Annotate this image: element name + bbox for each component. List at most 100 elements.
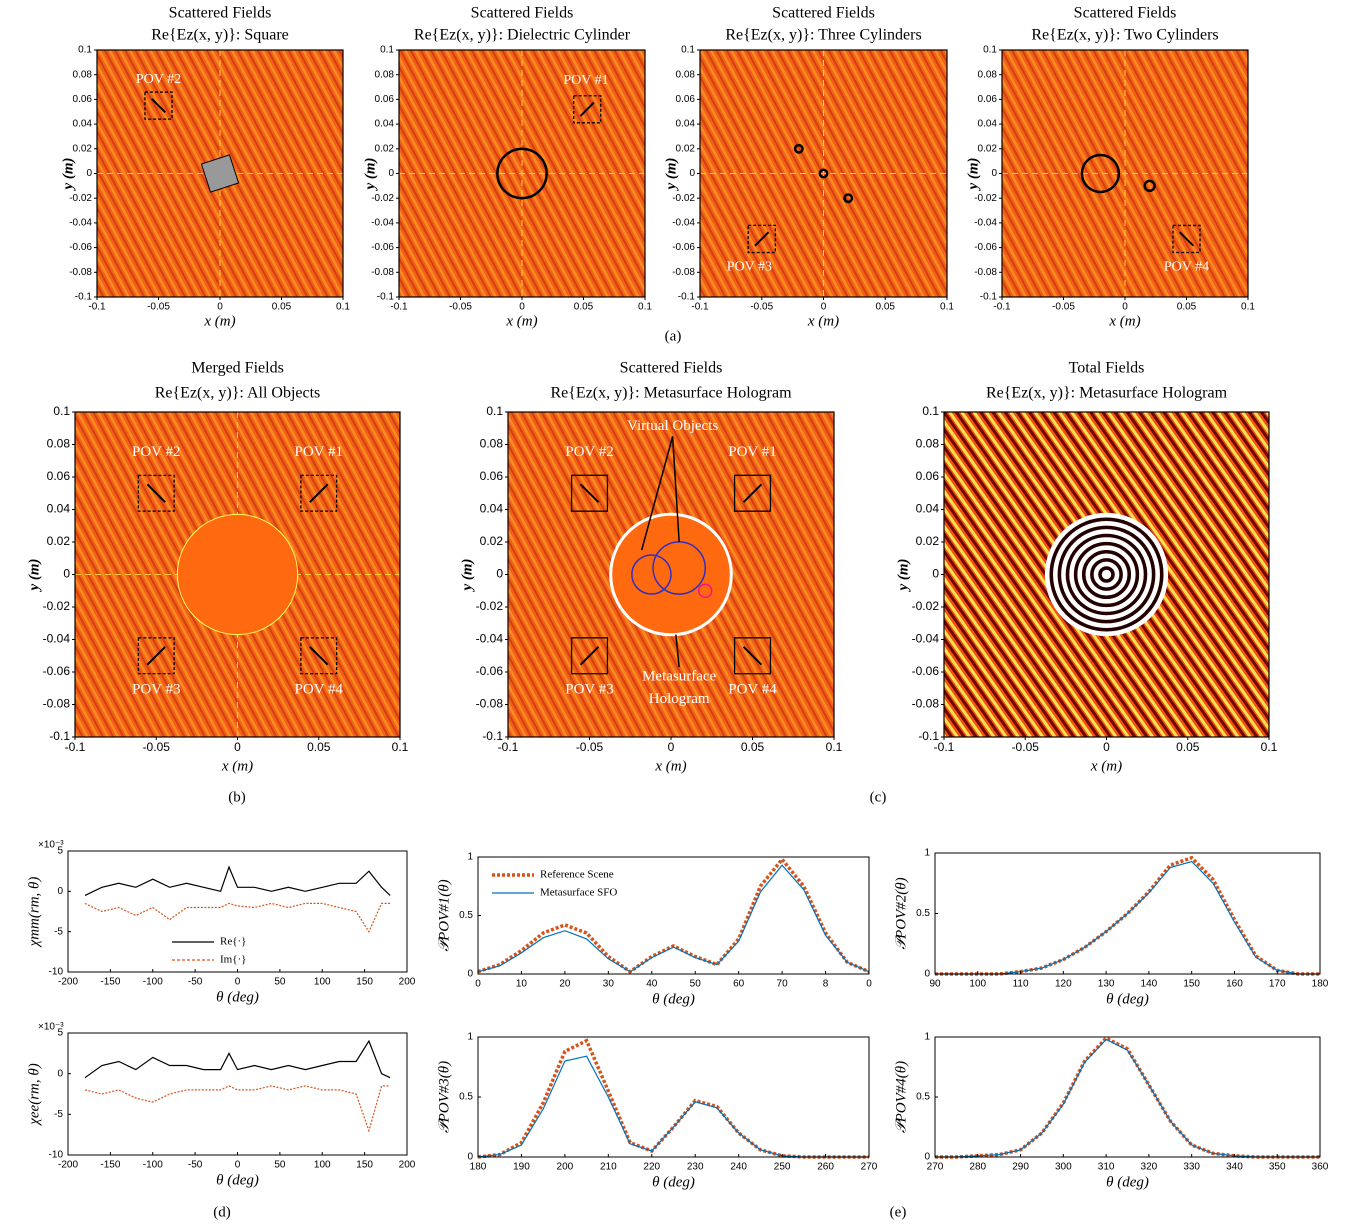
x-tick-label: 0 <box>821 302 827 313</box>
x-axis-label: x (m) <box>654 758 686 774</box>
x-tick-label: 90 <box>929 979 941 990</box>
x-tick-label: -150 <box>100 1160 120 1171</box>
x-tick-label: -200 <box>58 977 78 988</box>
y-tick-label: -0.08 <box>672 267 695 278</box>
legend-label: Re{·} <box>220 936 246 948</box>
annotation: POV #4 <box>295 681 344 697</box>
y-tick-label: -0.06 <box>69 242 92 253</box>
x-axis-label: x (m) <box>203 313 235 329</box>
y-tick-label: 0.02 <box>375 143 395 154</box>
y-tick-label: -0.1 <box>678 292 696 303</box>
y-tick-label: 0.1 <box>380 45 394 56</box>
legend-box <box>168 932 248 968</box>
y-tick-label: -0.1 <box>377 292 395 303</box>
x-tick-label: 170 <box>1269 979 1286 990</box>
y-tick-label: 0.02 <box>676 143 696 154</box>
x-tick-label: -0.1 <box>934 740 955 754</box>
x-tick-label: 0 <box>235 977 241 988</box>
object-circle <box>496 147 548 200</box>
ring <box>1049 517 1164 632</box>
y-tick-label: 5 <box>57 846 63 857</box>
x-tick-label: 0.05 <box>574 302 594 313</box>
x-tick-label: 200 <box>399 1160 416 1171</box>
y-tick-label: 0.06 <box>676 94 696 105</box>
y-axis-label: y (m) <box>362 157 378 191</box>
x-tick-label: 100 <box>314 977 331 988</box>
y-tick-label: 0.06 <box>375 94 395 105</box>
panel-label: (a) <box>665 328 682 344</box>
x-tick-label: -0.05 <box>449 302 472 313</box>
x-tick-label: 230 <box>687 1162 704 1173</box>
chart-title: Merged Fields <box>191 360 284 377</box>
annotation: POV #4 <box>728 681 777 697</box>
annotation: POV #4 <box>1164 260 1209 275</box>
annotation: Metasurface <box>642 668 716 684</box>
y-tick-label: 0.02 <box>978 143 998 154</box>
pov-box <box>137 637 175 675</box>
pointer <box>675 634 680 668</box>
y-tick-label: 1 <box>467 1032 473 1043</box>
pov-sensor <box>151 98 166 114</box>
y-tick-label: 0.08 <box>47 437 71 451</box>
x-tick-label: -0.1 <box>390 302 408 313</box>
y-tick-label: -0.02 <box>371 193 394 204</box>
x-tick-label: -0.1 <box>691 302 709 313</box>
x-tick-label: 0 <box>519 302 525 313</box>
chart-title: Scattered Fields <box>169 5 272 22</box>
y-tick-label: -0.08 <box>974 267 997 278</box>
y-tick-label: 0.08 <box>73 69 93 80</box>
x-tick-label: 140 <box>1141 979 1158 990</box>
x-tick-label: 340 <box>1226 1162 1243 1173</box>
x-tick-label: 0 <box>866 979 872 990</box>
x-tick-label: 60 <box>733 979 745 990</box>
y-tick-label: 0 <box>924 969 930 980</box>
pov-box <box>1172 224 1201 254</box>
x-tick-label: 150 <box>356 1160 373 1171</box>
series-line <box>84 902 391 933</box>
object-circle <box>843 193 854 204</box>
object-circle <box>1080 153 1121 194</box>
pov-sensor <box>742 483 763 503</box>
y-tick-label: -0.02 <box>43 599 71 613</box>
x-tick-label: -100 <box>143 1160 163 1171</box>
y-tick-label: -0.04 <box>974 218 997 229</box>
y-tick-label: 1 <box>467 852 473 863</box>
y-tick-label: 0.06 <box>73 94 93 105</box>
x-tick-label: 8 <box>823 979 829 990</box>
pov-box <box>300 637 338 675</box>
y-tick-label: 0.08 <box>480 437 504 451</box>
annotation: POV #3 <box>132 681 181 697</box>
x-tick-label: 160 <box>1226 979 1243 990</box>
y-tick-label: -0.02 <box>69 193 92 204</box>
x-tick-label: 180 <box>1312 979 1329 990</box>
y-tick-label: -0.08 <box>912 697 940 711</box>
x-axis-label: x (m) <box>807 313 839 329</box>
y-tick-label: 0 <box>924 1152 930 1163</box>
x-tick-label: -100 <box>143 977 163 988</box>
x-tick-label: 0.05 <box>272 302 292 313</box>
y-tick-label: -0.02 <box>912 599 940 613</box>
annotation: POV #1 <box>295 444 344 460</box>
object-circle <box>176 513 299 636</box>
x-tick-label: 0.1 <box>1261 740 1278 754</box>
ring <box>1065 533 1148 616</box>
y-axis-label: 𝒫POV#4(θ) <box>893 1061 909 1133</box>
y-tick-label: -0.1 <box>49 729 70 743</box>
x-axis-label: θ (deg) <box>216 1172 259 1188</box>
x-tick-label: -0.05 <box>750 302 773 313</box>
x-tick-label: 0 <box>234 740 241 754</box>
pov-sensor <box>754 231 770 247</box>
y-axis-label: 𝒫POV#2(θ) <box>893 877 909 949</box>
x-axis-label: θ (deg) <box>1106 1174 1149 1190</box>
x-tick-label: 240 <box>730 1162 747 1173</box>
x-axis-label: θ (deg) <box>1106 991 1149 1007</box>
series-line <box>935 1036 1320 1159</box>
chart-subtitle: Re{Ez(x, y)}: Three Cylinders <box>725 27 921 44</box>
ring <box>1090 558 1123 591</box>
chart-title: Scattered Fields <box>1074 5 1177 22</box>
y-tick-label: -0.06 <box>912 664 940 678</box>
pov-box <box>733 637 772 675</box>
y-tick-label: 0 <box>388 168 394 179</box>
pov-box <box>573 95 602 124</box>
